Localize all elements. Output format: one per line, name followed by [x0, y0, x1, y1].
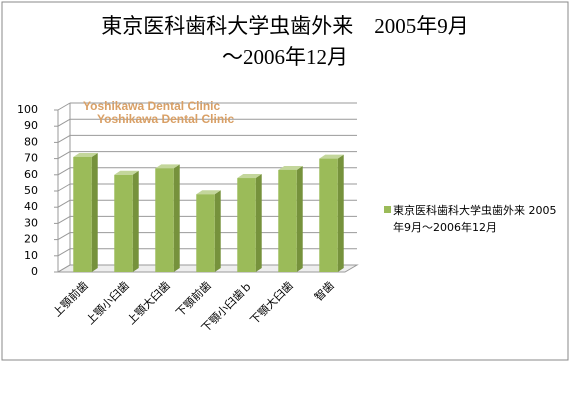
bar [73, 156, 92, 272]
grid-line [57, 199, 71, 208]
bar-side [337, 154, 344, 272]
bar [155, 168, 174, 272]
bar-side [173, 164, 180, 272]
bar [196, 194, 215, 272]
legend-swatch [384, 206, 391, 213]
bar [114, 174, 133, 272]
y-tick-label: 30 [24, 216, 38, 229]
y-tick-label: 20 [24, 233, 38, 246]
grid-line [57, 167, 71, 176]
y-tick-label: 70 [24, 152, 38, 165]
legend-label: 東京医科歯科大学虫歯外来 2005年9月～2006年12月 [393, 204, 557, 234]
y-tick-label: 10 [24, 249, 38, 262]
bar-top [278, 165, 303, 170]
chart-title: 東京医科歯科大学虫歯外来 2005年9月 [101, 14, 469, 38]
grid-line [57, 248, 71, 257]
bar [278, 169, 297, 272]
bar-side [296, 165, 303, 272]
bar-side [214, 190, 221, 272]
grid-line [57, 232, 71, 241]
bar-side [91, 152, 98, 272]
bar-top [196, 190, 221, 195]
watermark: Yoshikawa Dental Clinic [97, 112, 234, 126]
bar-top [237, 174, 262, 179]
chart-title: ～2006年12月 [222, 45, 348, 69]
bar [237, 178, 256, 272]
y-tick-label: 40 [24, 200, 38, 213]
grid-line [57, 134, 71, 143]
grid-line [57, 264, 71, 273]
grid-line [57, 118, 71, 127]
y-tick-label: 50 [24, 184, 38, 197]
y-tick-label: 80 [24, 135, 38, 148]
bar-side [132, 170, 139, 272]
bar-top [319, 154, 344, 159]
y-tick-label: 100 [17, 103, 38, 116]
bar-top [155, 164, 180, 169]
bar [319, 158, 338, 272]
y-tick-label: 0 [31, 265, 38, 278]
y-tick-label: 60 [24, 168, 38, 181]
y-tick-label: 90 [24, 119, 38, 132]
bar-top [114, 170, 139, 175]
grid-line [57, 183, 71, 192]
watermark: Yoshikawa Dental Clinic [83, 99, 220, 113]
bar-side [255, 174, 262, 272]
grid-line [57, 215, 71, 224]
bar-top [73, 152, 98, 157]
grid-line [57, 102, 71, 111]
grid-line [57, 151, 71, 160]
